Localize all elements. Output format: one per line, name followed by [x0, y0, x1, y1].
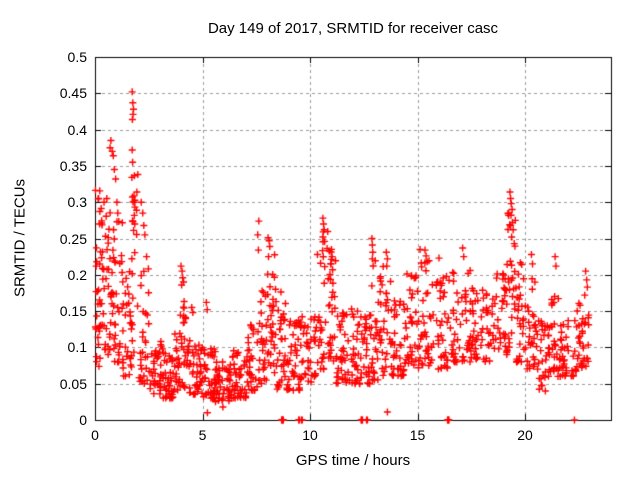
y-tick-label: 0.4	[67, 121, 87, 138]
x-tick-label: 0	[91, 427, 99, 443]
y-tick-label: 0	[79, 412, 87, 428]
x-tick-label: 5	[198, 427, 207, 443]
x-axis-label: GPS time / hours	[295, 452, 411, 469]
y-tick-label: 0.05	[59, 375, 87, 392]
x-tick-label: 15	[409, 427, 426, 443]
y-tick-label: 0.35	[59, 157, 87, 174]
y-tick-label: 0.5	[67, 49, 87, 65]
y-tick-label: 0.2	[67, 266, 87, 283]
chart-title: Day 149 of 2017, SRMTID for receiver cas…	[207, 20, 499, 37]
y-tick-label: 0.15	[59, 303, 87, 320]
x-tick-label: 20	[517, 427, 533, 443]
y-tick-label: 0.3	[67, 194, 87, 211]
x-tick-label: 10	[302, 427, 318, 443]
y-tick-label: 0.45	[59, 85, 87, 102]
y-tick-label: 0.25	[59, 230, 87, 247]
y-tick-label: 0.1	[67, 339, 87, 356]
